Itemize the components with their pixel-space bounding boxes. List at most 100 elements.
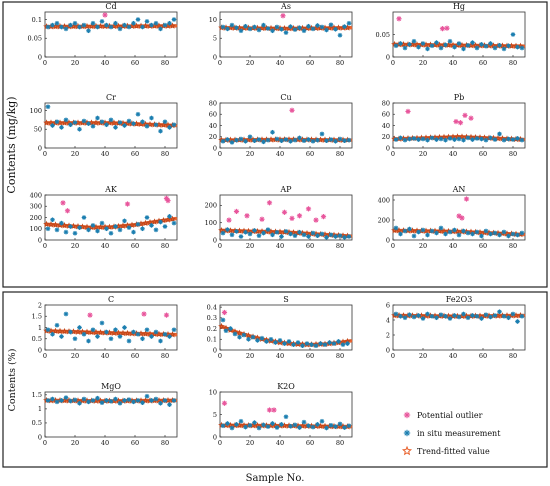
- measurement-point: [501, 46, 507, 52]
- measurement-point: [283, 137, 289, 142]
- measurement-point: [306, 423, 311, 429]
- panel-title-an: AN: [452, 185, 466, 194]
- measurement-point: [135, 398, 141, 403]
- panel-fe2o3: Fe2O3 0 20 40 60 80 0 2 4 6: [386, 295, 526, 360]
- measurement-point: [465, 43, 471, 48]
- measurement-point: [149, 398, 154, 403]
- measurement-point: [411, 38, 417, 44]
- measurement-point: [438, 225, 444, 231]
- measurement-point: [238, 28, 244, 34]
- trend-point: [169, 331, 176, 338]
- measurement-point: [483, 43, 489, 49]
- measurement-point: [265, 227, 271, 232]
- x-tick-label: 20: [419, 352, 427, 360]
- panel-mgo: MgO 0 20 40 60 80 0 0.5 1 1.5: [32, 382, 178, 447]
- measurement-point: [443, 313, 448, 319]
- x-tick-label: 80: [509, 352, 517, 360]
- measurement-point: [59, 334, 64, 339]
- measurement-point: [122, 22, 127, 28]
- measurement-point: [319, 24, 325, 30]
- measurement-point: [297, 25, 302, 31]
- legend: Potential outlier in situ measurement Tr…: [401, 411, 501, 456]
- measurement-point: [452, 313, 457, 318]
- measurement-point: [77, 24, 82, 30]
- measurement-point: [452, 44, 457, 50]
- measurement-point: [270, 421, 275, 426]
- y-tick-label: 60: [209, 111, 217, 119]
- measurement-point: [252, 138, 257, 143]
- x-tick-label: 20: [419, 59, 427, 67]
- outlier-point: [124, 201, 131, 207]
- measurement-point: [122, 325, 127, 330]
- measurement-point: [328, 22, 334, 28]
- measurement-point: [167, 20, 172, 26]
- plot-frame-mgo: [44, 391, 178, 438]
- trend-point: [43, 119, 50, 126]
- measurement-point: [456, 314, 462, 320]
- measurement-point: [497, 43, 502, 48]
- panel-pb: Pb 0 20 40 60 80 0 20 40 60 80: [382, 93, 526, 158]
- measurement-point: [304, 341, 310, 346]
- measurement-point: [447, 38, 453, 44]
- outlier-point: [468, 115, 474, 121]
- measurement-point: [72, 230, 78, 236]
- measurement-point: [474, 45, 480, 51]
- measurement-point: [237, 334, 242, 340]
- x-tick-label: 0: [43, 242, 47, 250]
- outlier-point: [271, 407, 277, 413]
- measurement-point: [45, 398, 51, 403]
- measurement-point: [465, 135, 471, 141]
- measurement-point: [286, 339, 292, 344]
- measurement-point: [261, 139, 266, 145]
- trend-point: [164, 216, 172, 223]
- measurement-point: [429, 313, 435, 319]
- measurement-point: [50, 396, 55, 402]
- y-tick-label: 0: [213, 144, 217, 152]
- measurement-point: [264, 339, 269, 344]
- measurement-point: [135, 111, 141, 117]
- x-tick-label: 80: [509, 150, 517, 158]
- trend-point: [326, 24, 333, 31]
- y-tick-label: 80: [209, 99, 217, 107]
- y-tick-label: 20: [382, 133, 390, 141]
- trend-point: [133, 22, 140, 29]
- outlier-point: [459, 215, 465, 221]
- measurement-point: [256, 27, 262, 33]
- measurement-point: [228, 326, 233, 331]
- measurement-point: [318, 341, 323, 346]
- measurement-point: [171, 122, 177, 128]
- measurement-point: [393, 137, 399, 142]
- measurement-point: [247, 231, 253, 237]
- measurement-point: [342, 24, 347, 29]
- measurement-point: [45, 327, 51, 333]
- outlier-point: [457, 120, 464, 126]
- panel-title-s: S: [283, 295, 288, 304]
- measurement-point: [519, 137, 525, 143]
- measurement-point: [310, 26, 316, 32]
- measurement-point: [108, 117, 114, 123]
- measurement-point: [425, 46, 430, 52]
- panel-k2o: K2O 0 20 40 60 80 0 5 10: [209, 382, 353, 447]
- trend-point: [245, 136, 252, 143]
- measurement-point: [297, 135, 302, 141]
- measurement-point: [72, 336, 78, 342]
- y-tick-label: 5: [213, 411, 217, 419]
- measurement-point: [465, 230, 471, 236]
- measurement-point: [153, 20, 159, 26]
- measurement-point: [162, 119, 168, 125]
- measurement-point: [461, 137, 466, 143]
- y-tick-label: 0.1: [32, 16, 42, 24]
- measurement-point: [398, 313, 403, 319]
- measurement-point: [273, 340, 278, 345]
- measurement-point: [234, 422, 239, 427]
- x-tick-label: 60: [306, 150, 314, 158]
- y-tick-label: 6: [386, 301, 390, 309]
- x-tick-label: 60: [131, 352, 139, 360]
- measurement-point: [483, 312, 489, 318]
- trend-point: [101, 223, 109, 230]
- measurement-point: [515, 44, 520, 50]
- measurement-point: [167, 214, 172, 219]
- y-tick-label: 0.1: [207, 336, 217, 344]
- measurement-point: [99, 220, 105, 226]
- measurement-point: [171, 398, 177, 403]
